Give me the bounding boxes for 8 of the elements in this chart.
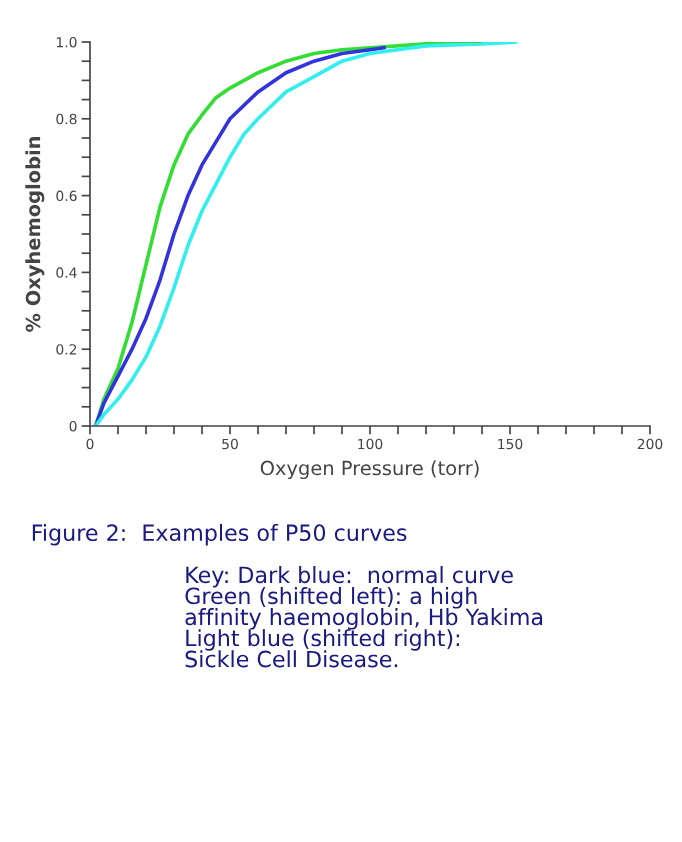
text: Key: Dark blue: normal curve <box>186 566 513 588</box>
text: Sickle Cell Disease. <box>185 650 398 668</box>
x-axis-title: Oxygen Pressure (torr) <box>260 460 479 480</box>
y-axis-title: % Oxyhemoglobin <box>25 137 45 332</box>
text: Green (shifted left): a high <box>185 587 477 609</box>
text: Light blue (shifted right): <box>186 629 460 651</box>
caption: Figure 2: Examples of P50 curves <box>32 523 407 546</box>
text: affinity haemoglobin, Hb Yakima <box>185 608 543 630</box>
